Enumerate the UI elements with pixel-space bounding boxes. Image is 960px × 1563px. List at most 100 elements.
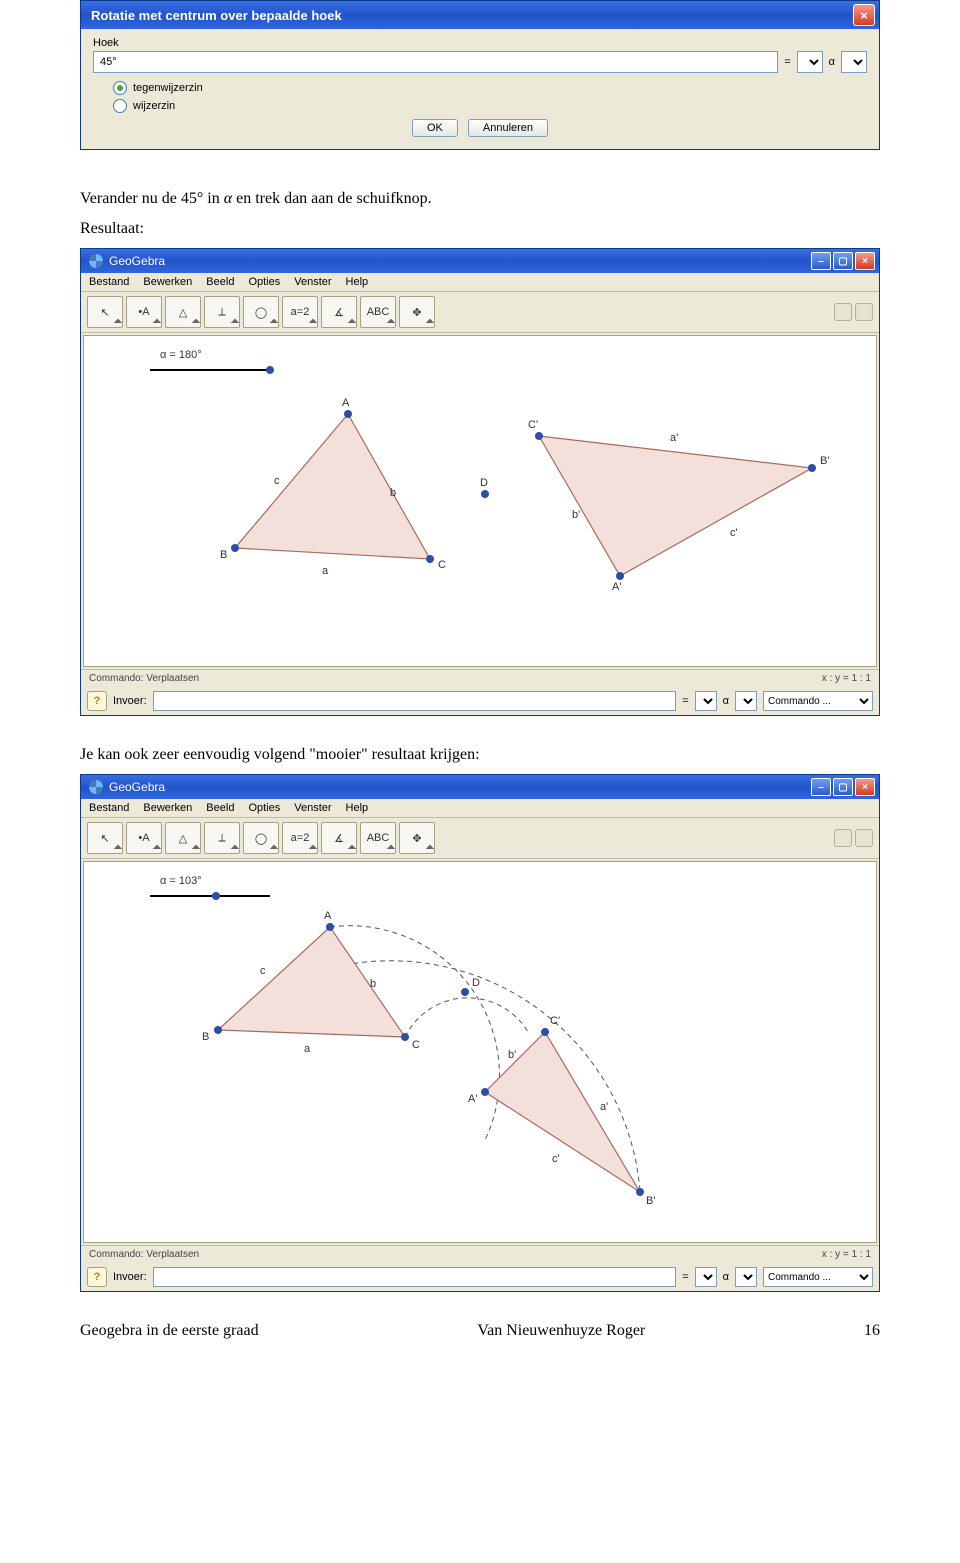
maximize-icon[interactable]: ▢ (833, 252, 853, 270)
gg-eq-select[interactable] (695, 691, 717, 711)
svg-text:B': B' (820, 455, 829, 467)
geogebra-icon (89, 780, 103, 794)
menu-item[interactable]: Bewerken (143, 276, 192, 288)
svg-text:A: A (342, 397, 350, 409)
gg-input-label: Invoer: (113, 695, 147, 707)
cancel-button[interactable]: Annuleren (468, 119, 548, 137)
equals-label: = (784, 56, 790, 68)
gg-statusbar: Commando: Verplaatsen x : y = 1 : 1 (81, 1245, 879, 1263)
gg-title: GeoGebra (109, 254, 165, 268)
gg-titlebar: GeoGebra – ▢ × (81, 249, 879, 273)
tool-circle[interactable]: ◯ (243, 822, 279, 854)
svg-text:C: C (412, 1039, 420, 1051)
prose-line-1: Verander nu de 45° in α en trek dan aan … (80, 190, 880, 208)
status-command: Commando: Verplaatsen (89, 673, 199, 684)
tool-polygon[interactable]: △ (165, 296, 201, 328)
undo-icon[interactable] (834, 303, 852, 321)
radio-icon (113, 99, 127, 113)
dialog-title: Rotatie met centrum over bepaalde hoek (91, 8, 342, 23)
tool-move[interactable]: ✥ (399, 296, 435, 328)
equals-select[interactable] (797, 51, 823, 73)
tool-select[interactable]: ↖ (87, 296, 123, 328)
svg-text:b: b (390, 487, 396, 499)
svg-text:c: c (260, 965, 266, 977)
svg-text:C': C' (528, 419, 538, 431)
radio-ccw-label: tegenwijzerzin (133, 82, 203, 94)
tool-point[interactable]: •A (126, 296, 162, 328)
radio-ccw[interactable]: tegenwijzerzin (113, 81, 867, 95)
help-icon[interactable]: ? (87, 691, 107, 711)
undo-icon[interactable] (834, 829, 852, 847)
tool-circle[interactable]: ◯ (243, 296, 279, 328)
menu-item[interactable]: Bestand (89, 276, 129, 288)
menu-item[interactable]: Beeld (206, 276, 234, 288)
menu-item[interactable]: Opties (248, 802, 280, 814)
radio-icon (113, 81, 127, 95)
svg-text:c': c' (730, 527, 738, 539)
geogebra-icon (89, 254, 103, 268)
tool-angle[interactable]: ∡ (321, 296, 357, 328)
redo-icon[interactable] (855, 303, 873, 321)
radio-cw-label: wijzerzin (133, 100, 175, 112)
menu-item[interactable]: Beeld (206, 802, 234, 814)
svg-text:a: a (304, 1043, 311, 1055)
tool-select[interactable]: ↖ (87, 822, 123, 854)
svg-text:a': a' (670, 432, 678, 444)
tool-perpendicular[interactable]: ⟂ (204, 822, 240, 854)
menu-item[interactable]: Bestand (89, 802, 129, 814)
svg-text:B': B' (646, 1195, 655, 1207)
svg-text:b': b' (508, 1049, 516, 1061)
gg-canvas-2[interactable]: α = 103° D A B C c b a A' C' (83, 861, 877, 1243)
alpha-select[interactable] (841, 51, 867, 73)
tool-text[interactable]: ABC (360, 296, 396, 328)
gg-titlebar: GeoGebra – ▢ × (81, 775, 879, 799)
gg-input-field[interactable] (153, 691, 677, 711)
menu-item[interactable]: Venster (294, 276, 331, 288)
gg-input-field[interactable] (153, 1267, 677, 1287)
angle-input[interactable] (93, 51, 778, 73)
svg-text:C': C' (550, 1015, 560, 1027)
menu-item[interactable]: Opties (248, 276, 280, 288)
gg-alpha-select[interactable] (735, 1267, 757, 1287)
gg-menubar: Bestand Bewerken Beeld Opties Venster He… (81, 273, 879, 292)
gg-command-select[interactable]: Commando ... (763, 1267, 873, 1287)
gg-alpha-select[interactable] (735, 691, 757, 711)
redo-icon[interactable] (855, 829, 873, 847)
tool-point[interactable]: •A (126, 822, 162, 854)
svg-text:D: D (480, 477, 488, 489)
tool-angle[interactable]: ∡ (321, 822, 357, 854)
help-icon[interactable]: ? (87, 1267, 107, 1287)
svg-text:c': c' (552, 1153, 560, 1165)
radio-cw[interactable]: wijzerzin (113, 99, 867, 113)
menu-item[interactable]: Help (346, 802, 369, 814)
svg-text:A: A (324, 910, 332, 922)
tool-text[interactable]: ABC (360, 822, 396, 854)
gg-menubar: Bestand Bewerken Beeld Opties Venster He… (81, 799, 879, 818)
minimize-icon[interactable]: – (811, 252, 831, 270)
svg-text:A': A' (612, 581, 621, 593)
gg-eq-select[interactable] (695, 1267, 717, 1287)
gg-canvas-1[interactable]: α = 180° A B C c b a D C' A' B' a' (83, 335, 877, 667)
gg-statusbar: Commando: Verplaatsen x : y = 1 : 1 (81, 669, 879, 687)
svg-text:A': A' (468, 1093, 477, 1105)
gg-toolbar: ↖ •A △ ⟂ ◯ a=2 ∡ ABC ✥ (81, 818, 879, 859)
tool-slider[interactable]: a=2 (282, 296, 318, 328)
close-icon[interactable]: × (855, 778, 875, 796)
menu-item[interactable]: Help (346, 276, 369, 288)
ok-button[interactable]: OK (412, 119, 458, 137)
maximize-icon[interactable]: ▢ (833, 778, 853, 796)
tool-move[interactable]: ✥ (399, 822, 435, 854)
tool-perpendicular[interactable]: ⟂ (204, 296, 240, 328)
footer-center: Van Nieuwenhuyze Roger (477, 1322, 645, 1340)
prose-resultaat: Resultaat: (80, 220, 880, 238)
menu-item[interactable]: Bewerken (143, 802, 192, 814)
menu-item[interactable]: Venster (294, 802, 331, 814)
tool-slider[interactable]: a=2 (282, 822, 318, 854)
dialog-titlebar: Rotatie met centrum over bepaalde hoek × (81, 1, 879, 29)
minimize-icon[interactable]: – (811, 778, 831, 796)
close-icon[interactable]: × (855, 252, 875, 270)
direction-radio-group: tegenwijzerzin wijzerzin (113, 81, 867, 113)
close-icon[interactable]: × (853, 4, 875, 26)
tool-polygon[interactable]: △ (165, 822, 201, 854)
gg-command-select[interactable]: Commando ... (763, 691, 873, 711)
